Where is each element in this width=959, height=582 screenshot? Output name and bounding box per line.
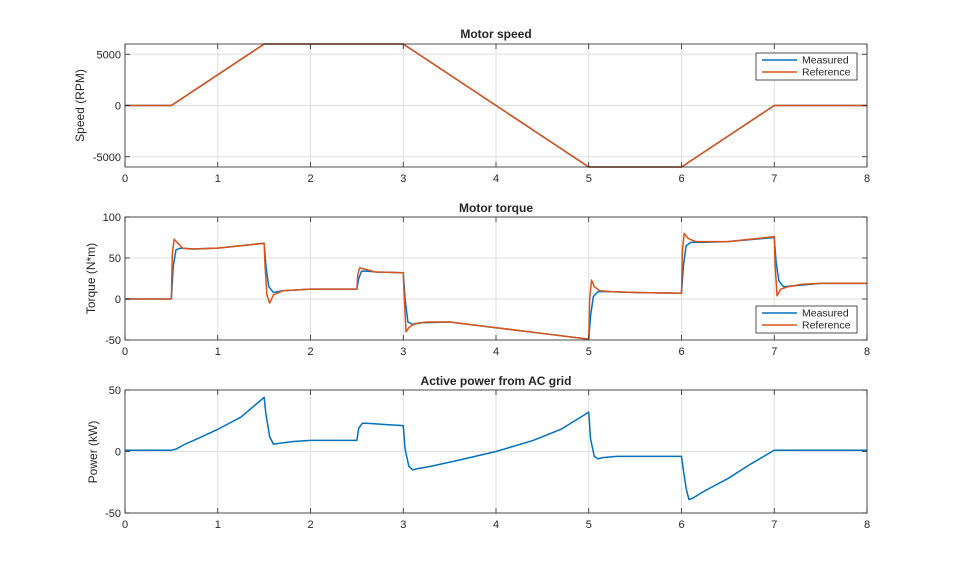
speed-legend-reference-label: Reference [802,67,851,79]
power-xtick-label: 0 [122,519,128,531]
torque-ytick-label: 0 [115,294,121,306]
speed-legend-box [755,52,858,81]
torque-ytick-label: 100 [103,212,121,224]
torque-subplot: Motor torque Torque (N*m) 0 1 2 3 4 5 6 7 8-5005… [84,201,870,358]
torque-legend-box [755,305,858,334]
torque-xtick-label: 0 [122,346,128,358]
speed-subplot: Motor speed Speed (RPM) 0 1 2 3 4 5 6 7 8-500005… [73,27,870,185]
torque-lines [125,232,867,340]
torque-xtick-label: 1 [215,346,221,358]
speed-grid [124,44,868,167]
torque-title: Motor torque [459,201,533,215]
speed-reference-line [125,43,867,168]
speed-legend[interactable]: Measured Reference [755,52,858,81]
power-title: Active power from AC grid [421,374,572,388]
torque-grid [124,216,868,341]
speed-xtick-label: 3 [400,173,406,185]
torque-legend-reference-label: Reference [802,320,851,332]
speed-xtick-label: 4 [493,173,499,185]
speed-ytick-label: 5000 [97,49,121,61]
power-xtick-label: 5 [586,519,592,531]
torque-ytick-label: -50 [105,335,121,347]
torque-xtick-label: 3 [400,346,406,358]
power-power-line [125,396,867,501]
torque-xtick-label: 7 [771,346,777,358]
speed-legend-measured-label: Measured [802,55,849,67]
speed-lines [125,43,867,168]
power-xtick-label: 3 [400,519,406,531]
speed-xtick-label: 8 [864,173,870,185]
torque-xtick-label: 6 [678,346,684,358]
torque-ylabel: Torque (N*m) [84,243,98,314]
power-subplot: Active power from AC grid Power (kW) 0 1 2… [86,374,870,531]
power-ytick-label: 50 [109,385,121,397]
torque-xtick-label: 5 [586,346,592,358]
speed-xtick-label: 0 [122,173,128,185]
speed-ytick-label: 0 [115,101,121,113]
power-xtick-label: 8 [864,519,870,531]
speed-ylabel: Speed (RPM) [73,69,87,142]
torque-reference-line [125,232,867,340]
power-xtick-label: 1 [215,519,221,531]
speed-xtick-label: 7 [771,173,777,185]
speed-ytick-label: -5000 [93,152,121,164]
power-xtick-label: 2 [307,519,313,531]
speed-xtick-label: 1 [215,173,221,185]
speed-xtick-label: 5 [586,173,592,185]
torque-xtick-label: 2 [307,346,313,358]
power-ylabel: Power (kW) [86,421,100,484]
speed-title: Motor speed [460,27,531,41]
power-xtick-label: 7 [771,519,777,531]
torque-xtick-label: 4 [493,346,499,358]
torque-ytick-label: 50 [109,253,121,265]
power-ytick-label: 0 [115,447,121,459]
torque-legend[interactable]: Measured Reference [755,305,858,334]
speed-xtick-label: 2 [307,173,313,185]
power-xtick-label: 6 [678,519,684,531]
power-ytick-label: -50 [105,508,121,520]
speed-xtick-label: 6 [678,173,684,185]
torque-legend-measured-label: Measured [802,308,849,320]
power-xtick-label: 4 [493,519,499,531]
torque-xtick-label: 8 [864,346,870,358]
power-lines [125,396,867,501]
